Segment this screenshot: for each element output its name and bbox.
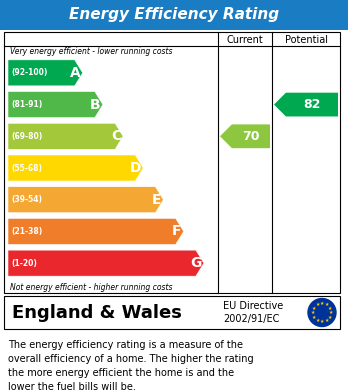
Text: England & Wales: England & Wales (12, 303, 182, 321)
Text: Energy Efficiency Rating: Energy Efficiency Rating (69, 7, 279, 23)
Text: ★: ★ (327, 314, 332, 319)
FancyBboxPatch shape (0, 0, 348, 30)
Text: (39-54): (39-54) (11, 195, 42, 204)
Text: Very energy efficient - lower running costs: Very energy efficient - lower running co… (10, 47, 173, 57)
Text: ★: ★ (315, 318, 320, 323)
Text: EU Directive
2002/91/EC: EU Directive 2002/91/EC (223, 301, 283, 324)
Text: (92-100): (92-100) (11, 68, 47, 77)
Bar (4, 32, 340, 293)
Polygon shape (220, 124, 270, 148)
Polygon shape (274, 93, 338, 117)
Text: 70: 70 (242, 130, 260, 143)
Text: (21-38): (21-38) (11, 227, 42, 236)
Text: ★: ★ (320, 301, 324, 306)
Polygon shape (8, 219, 184, 244)
Text: The energy efficiency rating is a measure of the
overall efficiency of a home. T: The energy efficiency rating is a measur… (8, 340, 254, 391)
Text: (1-20): (1-20) (11, 258, 37, 268)
Polygon shape (8, 187, 164, 213)
Polygon shape (8, 155, 143, 181)
Text: ★: ★ (324, 302, 329, 307)
Text: Current: Current (227, 35, 263, 45)
Text: ★: ★ (329, 310, 333, 315)
Polygon shape (8, 60, 83, 86)
Text: ★: ★ (311, 310, 315, 315)
Text: E: E (152, 193, 161, 207)
Text: Not energy efficient - higher running costs: Not energy efficient - higher running co… (10, 283, 173, 292)
Polygon shape (8, 250, 204, 276)
Text: G: G (190, 256, 202, 270)
Text: A: A (70, 66, 81, 80)
Text: (55-68): (55-68) (11, 163, 42, 172)
Text: 82: 82 (303, 98, 321, 111)
Bar (4, 296, 340, 329)
Text: B: B (90, 98, 101, 111)
Circle shape (308, 298, 336, 326)
Text: C: C (111, 129, 121, 143)
Text: (81-91): (81-91) (11, 100, 42, 109)
Text: ★: ★ (324, 318, 329, 323)
Text: (69-80): (69-80) (11, 132, 42, 141)
Text: ★: ★ (315, 302, 320, 307)
Polygon shape (8, 123, 123, 149)
Text: ★: ★ (320, 319, 324, 324)
Text: Potential: Potential (285, 35, 327, 45)
Text: D: D (130, 161, 141, 175)
Text: ★: ★ (312, 305, 316, 310)
Text: ★: ★ (327, 305, 332, 310)
Text: F: F (172, 224, 182, 239)
Text: ★: ★ (312, 314, 316, 319)
Polygon shape (8, 91, 103, 118)
